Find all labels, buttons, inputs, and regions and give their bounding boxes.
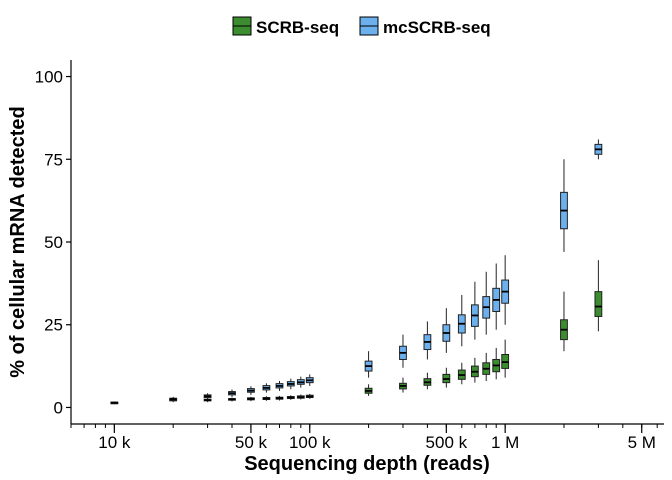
x-axis-title: Sequencing depth (reads) [244,453,490,475]
x-tick-label: 100 k [289,433,331,452]
box-mcscrb-seq [560,159,568,252]
box-mcscrb-seq [501,255,510,325]
box-mcscrb-seq [492,263,501,330]
box-scrb-seq [228,397,236,402]
legend: SCRB-seq mcSCRB-seq [232,16,491,37]
x-tick-label: 5 M [628,433,656,452]
box-scrb-seq [203,398,212,403]
legend-label-scrb-seq: SCRB-seq [256,18,339,37]
box-scrb-seq [305,393,314,399]
box-mcscrb-seq [203,393,212,400]
y-ticks: 0 25 50 75 100 [35,68,71,417]
box-mcscrb-seq [305,374,314,386]
box-mcscrb-seq [286,378,295,390]
box-scrb-seq [560,291,568,352]
box-scrb-seq [423,372,432,390]
box-scrb-seq [482,352,491,381]
box-scrb-seq [262,396,271,401]
box-mcscrb-seq [262,383,271,393]
box-scrb-seq [364,384,373,396]
y-tick-label: 25 [44,316,63,335]
box-mcscrb-seq [470,281,479,340]
box-scrb-seq [457,362,466,385]
x-tick-label: 50 k [235,433,268,452]
boxes [110,139,603,405]
box-mcscrb-seq [364,351,373,378]
box-scrb-seq [247,396,255,402]
box-scrb-seq [442,367,451,388]
y-tick-label: 100 [35,68,63,87]
box-mcscrb-seq [169,396,178,402]
box-mcscrb-seq [457,294,466,347]
box-mcscrb-seq [247,386,255,395]
box-scrb-seq [286,395,295,400]
box-mcscrb-seq [399,334,407,368]
box-scrb-seq [296,394,305,400]
box-scrb-seq [470,357,479,383]
y-tick-label: 75 [44,150,63,169]
box-mcscrb-seq [442,308,451,353]
box-mcscrb-seq [110,401,119,405]
box-mcscrb-seq [423,321,432,360]
box-mcscrb-seq [228,389,236,397]
x-ticks: 10 k 50 k 100 k 500 k 1 M 5 M [70,424,658,452]
x-tick-label: 500 k [426,433,468,452]
box-scrb-seq [399,377,407,393]
x-tick-label: 10 k [98,433,131,452]
box-mcscrb-seq [594,139,603,160]
box-mcscrb-seq [482,271,491,335]
legend-label-mcscrb-seq: mcSCRB-seq [383,18,491,37]
box-scrb-seq [501,339,510,378]
y-tick-label: 0 [54,398,63,417]
box-scrb-seq [492,347,501,380]
box-mcscrb-seq [275,380,284,391]
box-scrb-seq [594,260,603,332]
y-axis-title: % of cellular mRNA detected [7,106,29,378]
x-tick-label: 1 M [491,433,519,452]
box-mcscrb-seq [296,376,305,388]
box-scrb-seq [275,395,284,401]
box-iqr [594,291,603,317]
y-tick-label: 50 [44,233,63,252]
